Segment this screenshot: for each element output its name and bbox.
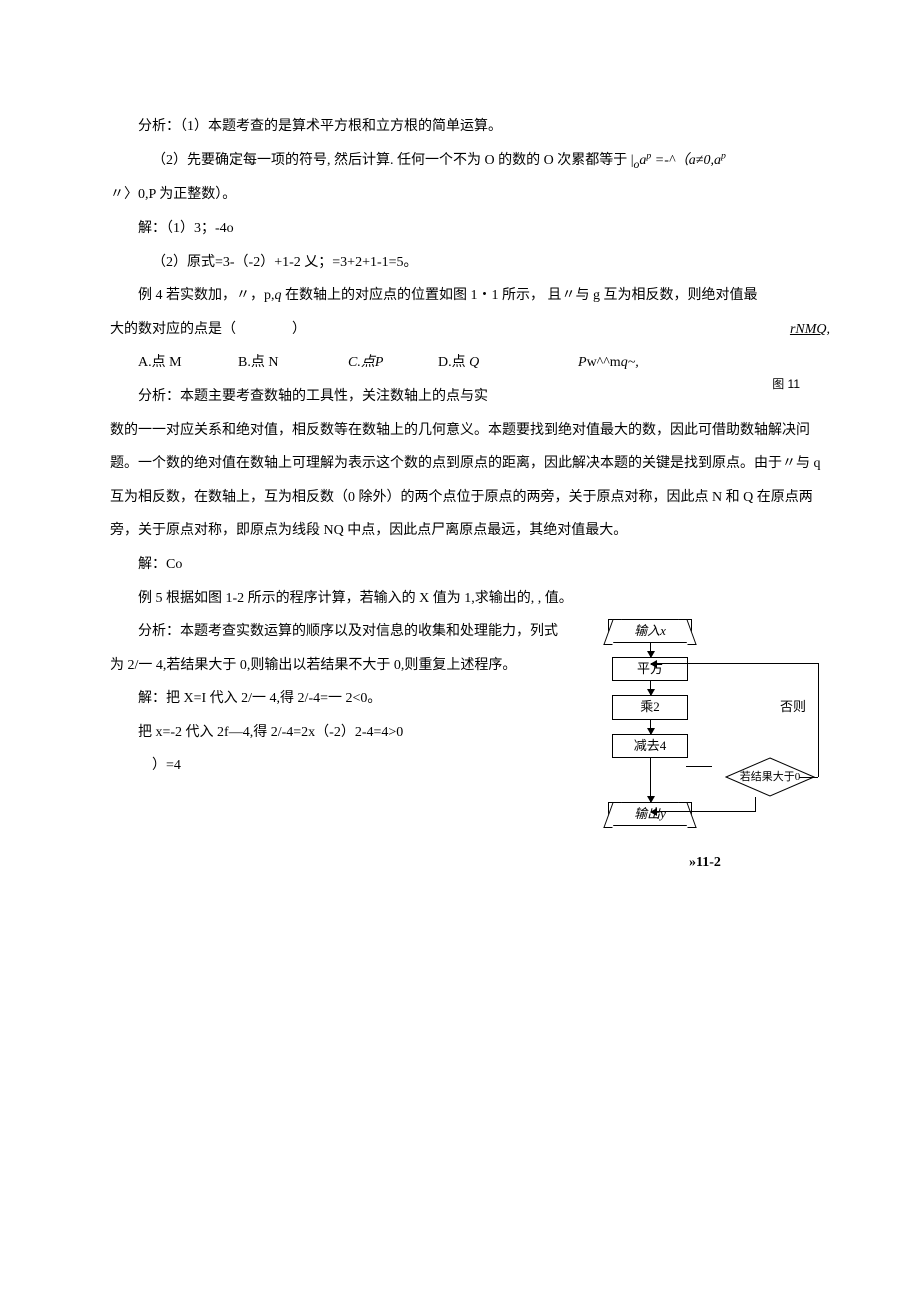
figure-11-label: rNMQ, [790, 322, 830, 337]
example-4-q: 大的数对应的点是（ ） [110, 313, 830, 347]
text: C [348, 355, 357, 370]
analysis-4a: 分析：本题主要考查数轴的工具性，关注数轴上的点与实 [110, 380, 830, 414]
example-4: 例 4 若实数加，〃，p,q 在数轴上的对应点的位置如图 1・1 所示， 且〃与… [110, 279, 830, 313]
extra-notation: Pw^^mq~, [550, 346, 670, 380]
connector [755, 797, 756, 811]
choice-a: A.点 M [110, 346, 210, 380]
figure-1-2: 输入x 平方 乘2 减去4 输出y [580, 619, 830, 880]
text: P [578, 355, 587, 370]
fc-sub: 减去4 [612, 734, 688, 758]
arrow-down-icon [650, 720, 651, 734]
analysis-4b: 数的一一对应关系和绝对值，相反数等在数轴上的几何意义。本题要找到绝对值最大的数，… [110, 414, 830, 548]
solution-4: 解：Co [110, 548, 830, 582]
text: 例 4 若实数加，〃，p, [138, 288, 275, 303]
arrow-down-icon [650, 643, 651, 657]
fc-input-text: 输入x [634, 623, 666, 638]
text: P [375, 355, 384, 370]
text: Q [469, 355, 479, 370]
text: （2）先要确定每一项的符号, 然后计算. 任何一个不为 O 的数的 O 次累都等… [152, 153, 631, 168]
var-q: q [275, 288, 282, 303]
choices-row: A.点 M B.点 N C.点P D.点 Q Pw^^mq~, 图 11 [110, 346, 830, 380]
flowchart: 输入x 平方 乘2 减去4 输出y [580, 619, 830, 826]
arrow-down-icon [650, 681, 651, 695]
text: .点 [357, 355, 375, 370]
connector [686, 766, 712, 767]
example-5: 例 5 根据如图 1-2 所示的程序计算，若输入的 X 值为 1,求输出的, ,… [110, 582, 830, 616]
connector [818, 663, 819, 777]
connector-arrow [651, 811, 756, 812]
text: =-^（ [651, 153, 689, 168]
analysis-2a: （2）先要确定每一项的符号, 然后计算. 任何一个不为 O 的数的 O 次累都等… [110, 144, 830, 179]
text: q~, [621, 355, 639, 370]
analysis-1: 分析：（1）本题考查的是算术平方根和立方根的简单运算。 [110, 110, 830, 144]
analysis-2b: 〃〉0,P 为正整数）。 [110, 178, 830, 212]
choice-d: D.点 Q [410, 346, 550, 380]
line-down [650, 758, 651, 788]
text: D.点 [438, 355, 469, 370]
solution-1: 解：（1）3；-4o [110, 212, 830, 246]
figure-1-2-caption: »11-2 [580, 846, 830, 880]
connector-arrow [651, 663, 819, 664]
choice-b: B.点 N [210, 346, 320, 380]
solution-2: （2）原式=3-（-2）+1-2 乂；=3+2+1-1=5。 [110, 246, 830, 280]
sup-p2: p [721, 150, 726, 161]
text: w^^m [587, 355, 621, 370]
text: 在数轴上的对应点的位置如图 1・1 所示， 且〃与 g 互为相反数，则绝对值最 [282, 288, 758, 303]
fc-else-label: 否则 [780, 691, 806, 722]
arrow-down-icon [650, 788, 651, 802]
fc-mul: 乘2 [612, 695, 688, 719]
text: a≠0,a [689, 153, 721, 168]
figure-11-caption: 图 11 [744, 370, 800, 399]
connector [799, 777, 818, 778]
fc-input: 输入x [608, 619, 692, 643]
choice-c: C.点P [320, 346, 410, 380]
